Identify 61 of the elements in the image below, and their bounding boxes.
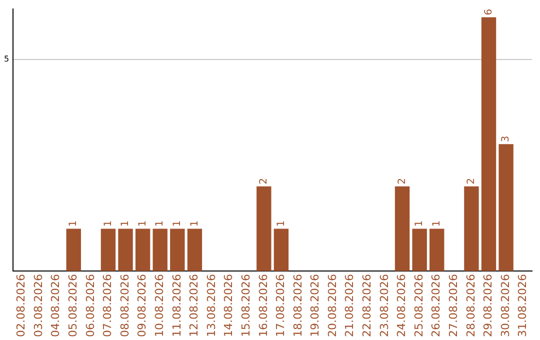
bar bbox=[394, 186, 410, 272]
x-tick-label: 19.08.2026 bbox=[308, 274, 322, 338]
data-label: 1 bbox=[102, 220, 114, 227]
x-tick-label: 29.08.2026 bbox=[482, 274, 495, 338]
data-label: 2 bbox=[258, 178, 270, 184]
x-tick-label: 16.08.2026 bbox=[256, 274, 270, 338]
x-tick-label: 09.08.2026 bbox=[136, 274, 149, 338]
bar bbox=[135, 228, 150, 272]
data-label: 1 bbox=[154, 220, 166, 227]
bar bbox=[498, 144, 514, 272]
x-tick-label: 13.08.2026 bbox=[204, 274, 218, 338]
x-tick-label: 28.08.2026 bbox=[464, 274, 478, 338]
x-tick-label: 20.08.2026 bbox=[326, 274, 339, 338]
bar bbox=[66, 228, 81, 272]
x-tick-label: 10.08.2026 bbox=[152, 274, 166, 338]
x-tick-label: 18.08.2026 bbox=[291, 274, 304, 338]
data-label: 1 bbox=[68, 220, 80, 227]
data-label: 1 bbox=[189, 220, 200, 227]
x-tick-label: 31.08.2026 bbox=[516, 274, 530, 338]
data-label: 1 bbox=[431, 220, 442, 227]
x-tick-label: 26.08.2026 bbox=[430, 274, 443, 338]
bar bbox=[187, 228, 202, 272]
x-tick-label: 15.08.2026 bbox=[239, 274, 252, 338]
data-label: 2 bbox=[466, 178, 478, 184]
bar bbox=[256, 186, 272, 272]
x-tick-label: 04.08.2026 bbox=[49, 274, 62, 338]
data-label: 1 bbox=[120, 220, 132, 227]
x-tick-label: 23.08.2026 bbox=[378, 274, 391, 338]
x-tick-label: 21.08.2026 bbox=[343, 274, 356, 338]
x-tick-label: 05.08.2026 bbox=[66, 274, 80, 338]
x-tick-label: 06.08.2026 bbox=[84, 274, 97, 338]
data-label: 1 bbox=[137, 220, 148, 227]
bar bbox=[118, 228, 133, 272]
x-tick-label: 30.08.2026 bbox=[498, 274, 512, 338]
data-label: 1 bbox=[276, 220, 287, 227]
bar bbox=[430, 228, 444, 272]
x-tick-label: 25.08.2026 bbox=[412, 274, 426, 338]
bar bbox=[412, 228, 427, 272]
bar bbox=[152, 228, 168, 272]
bar bbox=[100, 228, 116, 272]
data-label: 3 bbox=[500, 136, 512, 142]
data-label: 1 bbox=[414, 220, 426, 227]
x-tick-label: 11.08.2026 bbox=[170, 274, 184, 338]
data-label: 2 bbox=[396, 178, 408, 184]
y-tick-label: 5 bbox=[4, 54, 10, 64]
x-tick-label: 22.08.2026 bbox=[360, 274, 374, 338]
x-tick-label: 14.08.2026 bbox=[222, 274, 236, 338]
bar bbox=[170, 228, 185, 272]
x-tick-label: 27.08.2026 bbox=[447, 274, 460, 338]
bar bbox=[274, 228, 289, 272]
x-tick-label: 08.08.2026 bbox=[118, 274, 132, 338]
x-tick-label: 17.08.2026 bbox=[274, 274, 288, 338]
x-tick-label: 24.08.2026 bbox=[395, 274, 408, 338]
data-label: 6 bbox=[483, 8, 494, 16]
bar bbox=[481, 17, 496, 272]
x-tick-label: 07.08.2026 bbox=[101, 274, 114, 338]
x-tick-label: 03.08.2026 bbox=[32, 274, 45, 338]
x-tick-label: 12.08.2026 bbox=[188, 274, 201, 338]
x-tick-label: 02.08.2026 bbox=[14, 274, 28, 338]
bar bbox=[464, 186, 479, 272]
data-label: 1 bbox=[172, 220, 184, 227]
